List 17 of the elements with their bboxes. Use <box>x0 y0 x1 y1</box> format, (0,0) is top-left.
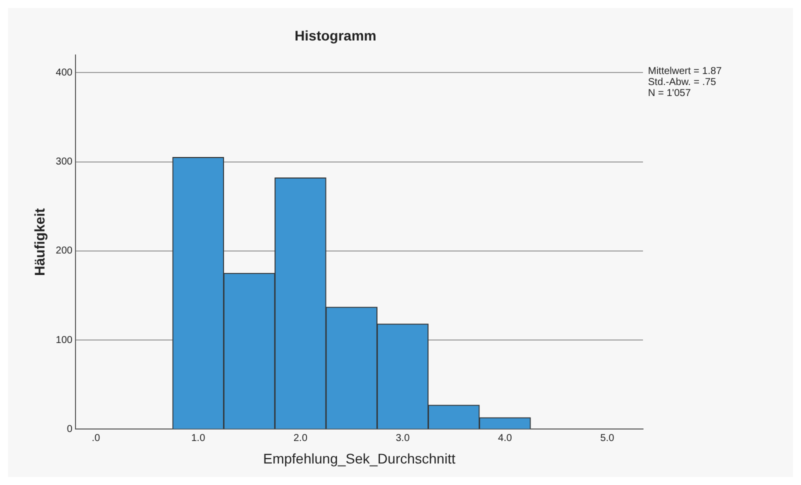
x-tick-label: 5.0 <box>600 432 615 444</box>
y-tick-label: 300 <box>56 156 73 168</box>
y-tick-label: 200 <box>56 246 73 257</box>
x-tick-label: 1.0 <box>191 432 206 444</box>
x-tick-label: 2.0 <box>293 432 308 444</box>
text: N = 1'057 <box>648 88 692 99</box>
y-axis-title: Häufigkeit <box>31 208 48 276</box>
y-tick-label: 400 <box>56 67 73 78</box>
text: Std.-Abw. = .75 <box>648 77 718 88</box>
y-tick-label: 0 <box>66 424 73 435</box>
x-tick-label: 4.0 <box>498 432 512 444</box>
x-axis-title: Empfehlung_Sek_Durchschnitt <box>263 450 456 466</box>
text: Mittelwert = 1.87 <box>648 66 722 77</box>
y-tick-label: 100 <box>56 334 73 346</box>
chart-title: Histogramm <box>294 27 376 44</box>
x-tick-label: 3.0 <box>396 432 410 444</box>
x-tick-label: .0 <box>92 432 101 444</box>
